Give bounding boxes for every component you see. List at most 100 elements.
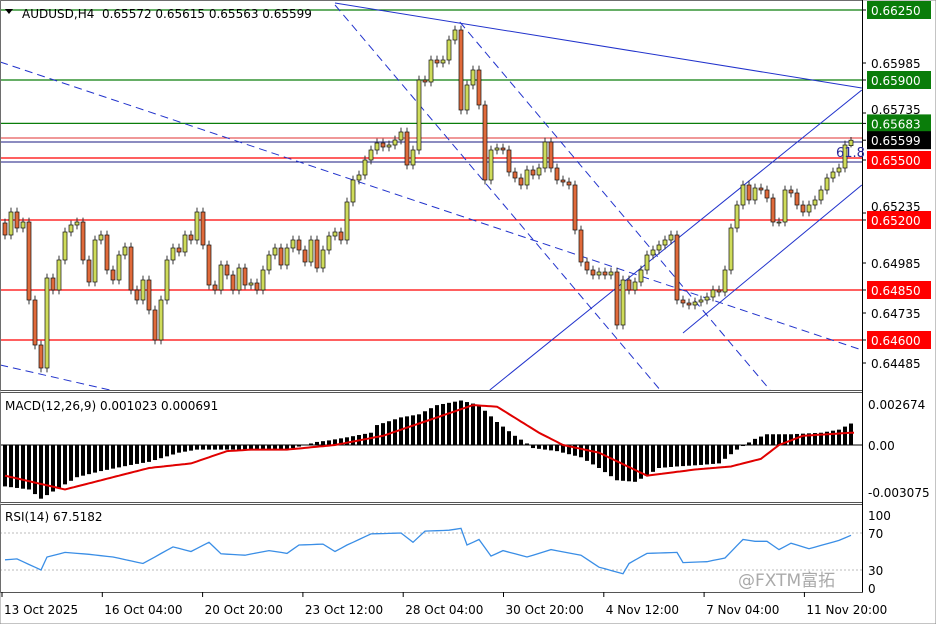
candle[interactable] [548, 137, 554, 173]
candle[interactable] [566, 177, 572, 190]
time-axis[interactable]: 13 Oct 2025 16 Oct 04:00 20 Oct 20:00 23 Oc… [1, 592, 887, 617]
candle[interactable] [110, 265, 116, 285]
candle[interactable] [26, 217, 32, 305]
candle[interactable] [362, 155, 368, 180]
candle[interactable] [68, 220, 74, 237]
candle[interactable] [242, 263, 248, 290]
candle[interactable] [230, 270, 236, 295]
candle[interactable] [536, 163, 542, 180]
candle[interactable] [188, 230, 194, 245]
price-axis[interactable]: 0.66250 0.65900 0.65683 0.65599 0.65500 0.652… [862, 0, 931, 596]
candle[interactable] [728, 223, 734, 275]
candle[interactable] [752, 183, 758, 205]
candle[interactable] [134, 285, 140, 305]
candle[interactable] [476, 65, 482, 110]
candle[interactable] [374, 138, 380, 155]
candle[interactable] [236, 263, 242, 295]
price-pane[interactable] [0, 2, 862, 390]
candle[interactable] [704, 292, 710, 305]
candle[interactable] [626, 275, 632, 295]
collapse-triangle-icon[interactable] [5, 9, 13, 14]
candle[interactable] [56, 255, 62, 295]
candle[interactable] [608, 267, 614, 280]
candle[interactable] [326, 231, 332, 255]
candle[interactable] [710, 285, 716, 302]
candle[interactable] [668, 230, 674, 245]
candle[interactable] [686, 298, 692, 310]
candle[interactable] [434, 55, 440, 68]
candle[interactable] [200, 207, 206, 250]
candle[interactable] [560, 175, 566, 187]
candle[interactable] [80, 217, 86, 265]
candle[interactable] [770, 193, 776, 227]
candle[interactable] [206, 240, 212, 290]
candle[interactable] [662, 235, 668, 250]
candle[interactable] [452, 25, 458, 45]
candle[interactable] [428, 55, 434, 87]
candle[interactable] [8, 207, 14, 240]
candle[interactable] [758, 183, 764, 195]
candle[interactable] [218, 260, 224, 295]
candle[interactable] [98, 230, 104, 245]
candle[interactable] [620, 275, 626, 330]
candle[interactable] [650, 245, 656, 260]
candle[interactable] [62, 227, 68, 265]
candle[interactable] [332, 227, 338, 241]
macd-pane[interactable] [0, 400, 862, 499]
candle[interactable] [254, 278, 260, 295]
candle[interactable] [764, 185, 770, 203]
candle[interactable] [524, 165, 530, 190]
candle[interactable] [176, 243, 182, 257]
candle[interactable] [542, 137, 548, 173]
candle[interactable] [266, 250, 272, 275]
candle[interactable] [506, 145, 512, 177]
candle[interactable] [500, 143, 506, 155]
candle[interactable] [782, 185, 788, 227]
candle[interactable] [848, 137, 854, 148]
candle[interactable] [776, 217, 782, 227]
candle[interactable] [488, 145, 494, 185]
candle[interactable] [380, 138, 386, 152]
candle[interactable] [644, 250, 650, 275]
candle[interactable] [398, 127, 404, 145]
candle[interactable] [518, 173, 524, 190]
candle[interactable] [74, 217, 80, 230]
candle[interactable] [422, 75, 428, 87]
candle[interactable] [590, 265, 596, 280]
candle[interactable] [314, 235, 320, 273]
candle[interactable] [464, 80, 470, 115]
candle[interactable] [140, 275, 146, 305]
candle[interactable] [794, 188, 800, 210]
candle[interactable] [404, 127, 410, 170]
candle[interactable] [152, 305, 158, 345]
candle[interactable] [302, 245, 308, 267]
candle[interactable] [116, 250, 122, 285]
candle[interactable] [20, 217, 26, 233]
candle[interactable] [32, 295, 38, 350]
candle[interactable] [386, 140, 392, 152]
candle[interactable] [674, 230, 680, 305]
candle[interactable] [368, 145, 374, 165]
candle[interactable] [836, 163, 842, 177]
candle[interactable] [44, 273, 50, 373]
candle[interactable] [296, 235, 302, 255]
candle[interactable] [14, 207, 20, 233]
candle[interactable] [170, 243, 176, 265]
candle[interactable] [182, 230, 188, 257]
candle[interactable] [338, 227, 344, 245]
candle[interactable] [446, 35, 452, 65]
candle[interactable] [278, 243, 284, 270]
candle[interactable] [50, 273, 56, 295]
candle[interactable] [104, 230, 110, 275]
candle[interactable] [722, 265, 728, 297]
candle[interactable] [842, 140, 848, 173]
trendline-4[interactable] [459, 21, 771, 390]
candle[interactable] [512, 167, 518, 183]
candle[interactable] [284, 243, 290, 270]
candle[interactable] [122, 242, 128, 260]
candle[interactable] [830, 167, 836, 183]
candle[interactable] [482, 100, 488, 185]
candle[interactable] [818, 185, 824, 205]
candle[interactable] [2, 218, 8, 240]
